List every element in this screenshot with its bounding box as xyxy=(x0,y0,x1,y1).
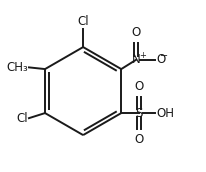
Text: N: N xyxy=(132,53,140,66)
Text: CH₃: CH₃ xyxy=(6,61,28,74)
Text: OH: OH xyxy=(156,107,174,120)
Text: O: O xyxy=(134,133,144,146)
Text: O: O xyxy=(156,53,165,66)
Text: Cl: Cl xyxy=(77,15,89,28)
Text: O: O xyxy=(131,26,141,39)
Text: +: + xyxy=(139,51,146,60)
Text: S: S xyxy=(135,107,143,120)
Text: Cl: Cl xyxy=(16,112,28,125)
Text: −: − xyxy=(160,51,169,61)
Text: O: O xyxy=(134,80,144,93)
